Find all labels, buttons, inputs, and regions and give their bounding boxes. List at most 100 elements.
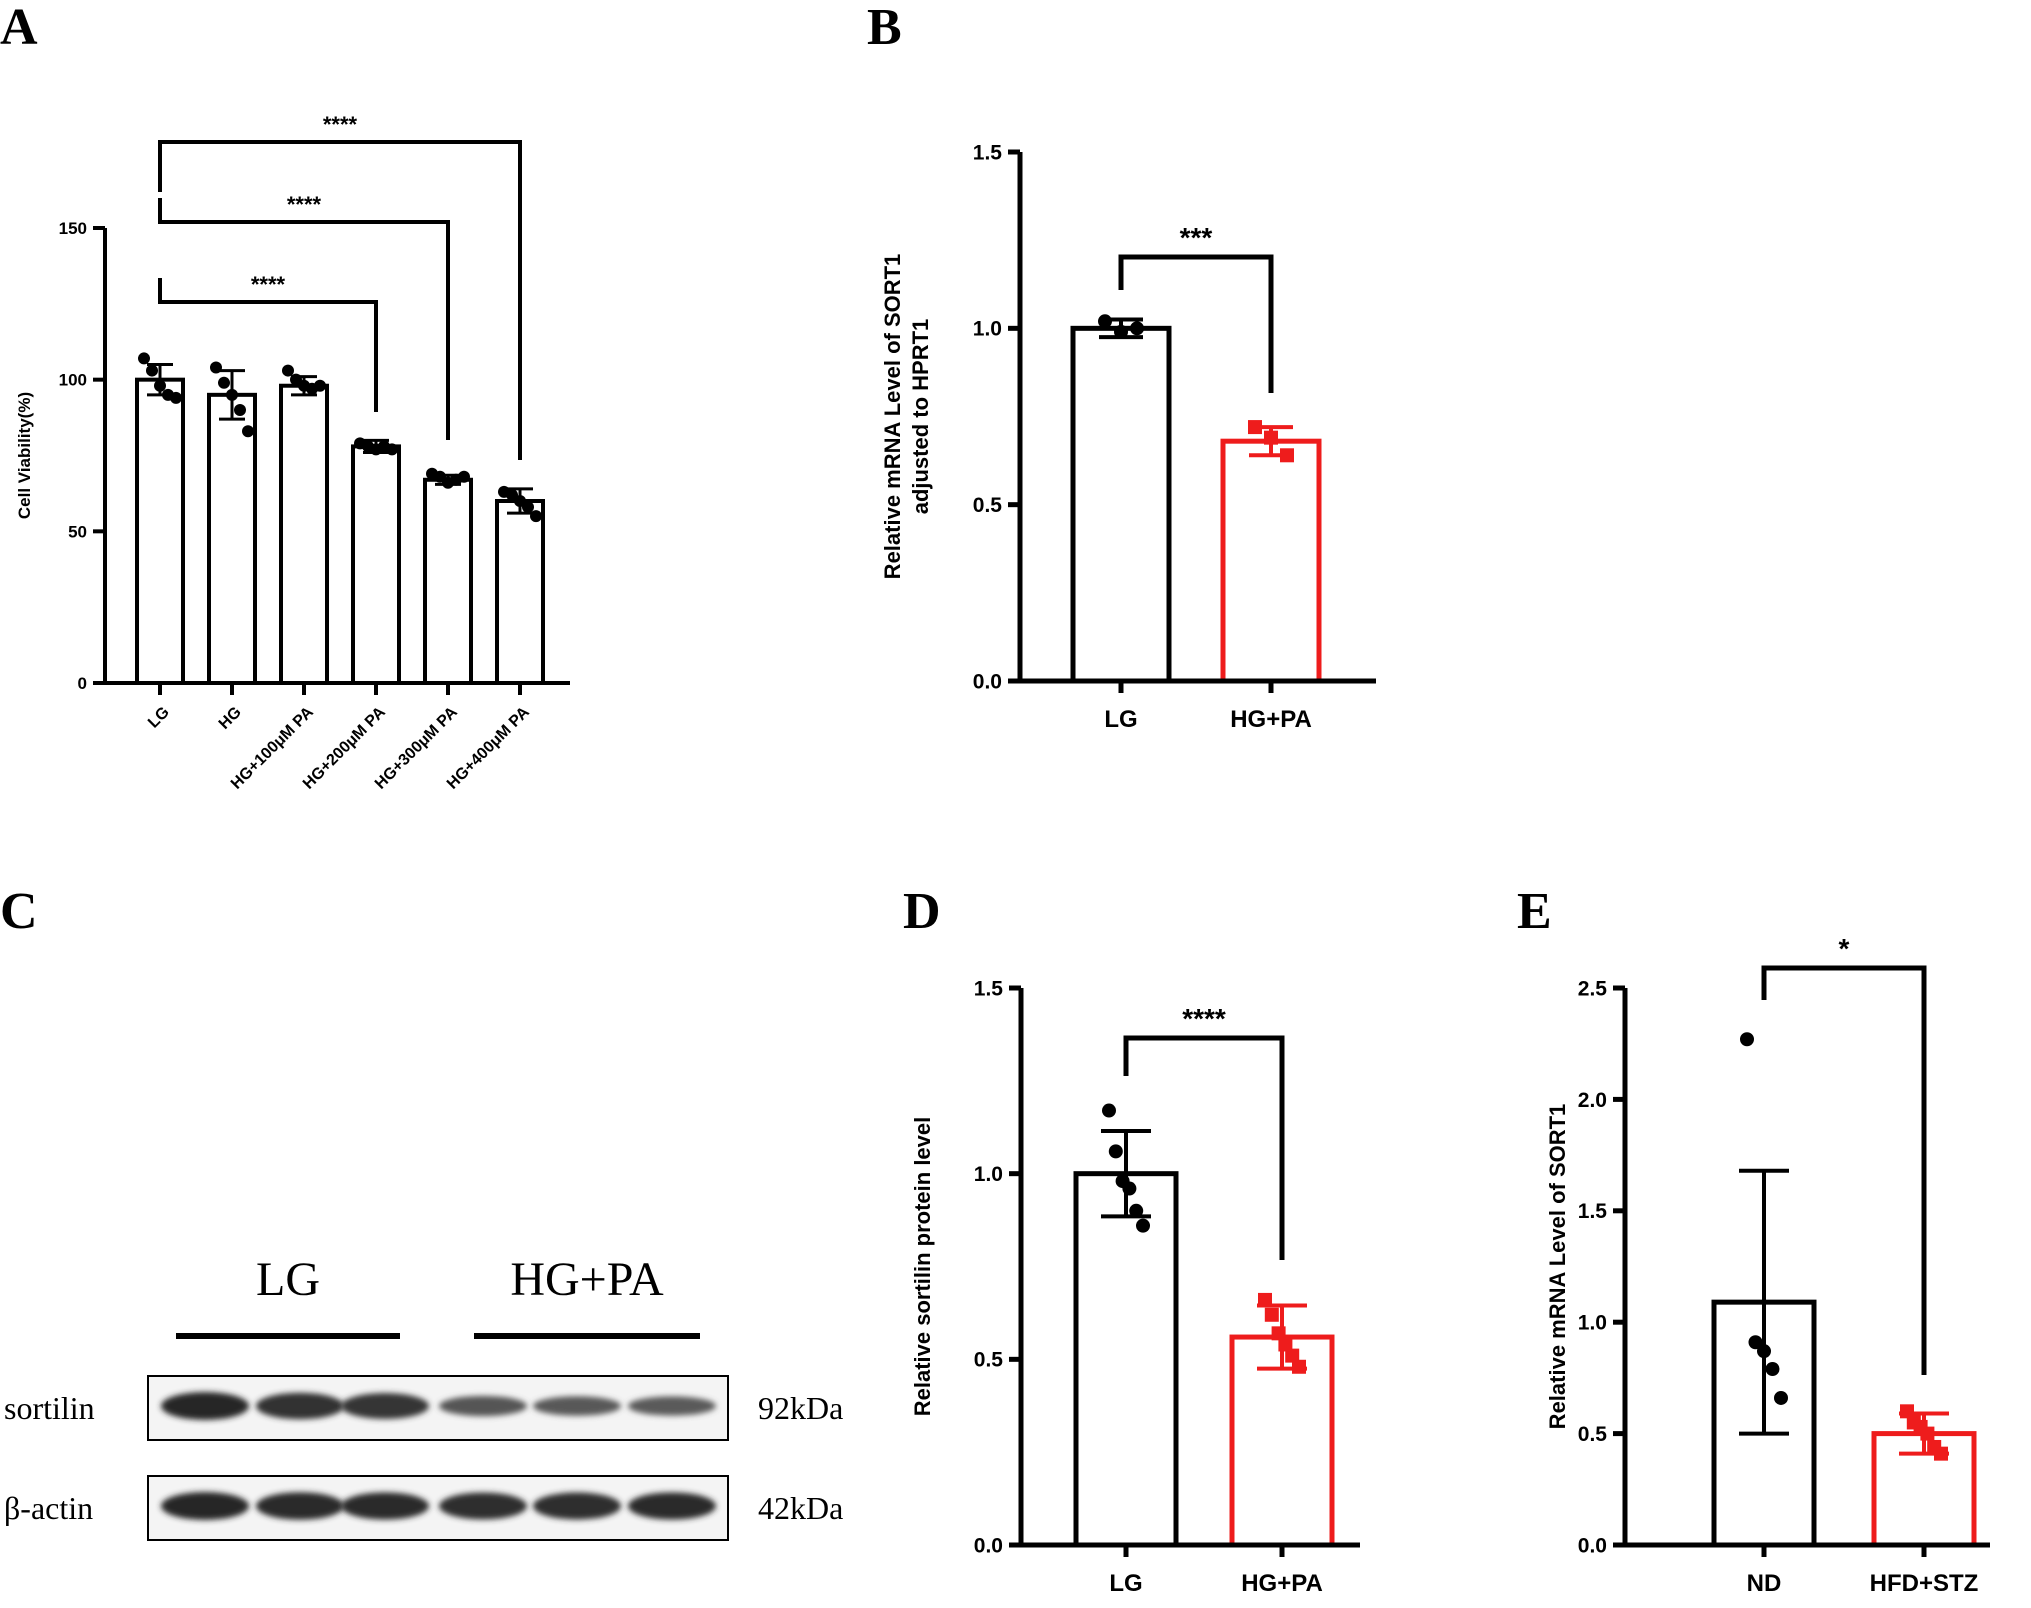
blot-band [341, 1492, 429, 1520]
chart-panel-d: 0.0 0.5 1.0 1.5 LG HG+PA Relative sortilin pro… [910, 977, 1360, 1597]
y-axis-label: Cell Viability(%) [15, 392, 34, 519]
significance-label: **** [251, 272, 286, 297]
blot-band [256, 1392, 344, 1420]
data-point [1258, 1292, 1272, 1307]
error-bar-1 [1739, 1168, 1789, 1436]
data-point [1748, 1335, 1763, 1350]
y-tick-label: 2.0 [1578, 1089, 1607, 1112]
significance-label: **** [1182, 1003, 1226, 1034]
data-point [1774, 1390, 1788, 1405]
data-point [154, 379, 166, 392]
data-point [1757, 1344, 1771, 1359]
y-tick-label: 1.5 [974, 977, 1004, 1000]
y-tick-label: 0.0 [1578, 1534, 1607, 1557]
data-point [1098, 314, 1112, 329]
data-point [218, 376, 230, 389]
data-point [138, 352, 150, 365]
data-point [1102, 1103, 1116, 1118]
panel-letter-c: C [0, 883, 38, 940]
panel-letters: A B C D E [0, 0, 1552, 940]
data-point [234, 404, 246, 416]
blot-row-label: sortilin [4, 1390, 95, 1426]
bar-6 [495, 499, 545, 685]
blot-group-label: LG [256, 1253, 320, 1306]
data-point [1280, 448, 1294, 463]
data-point [1114, 324, 1128, 339]
x-tick-label: LG [1104, 706, 1137, 733]
x-tick-label: HG+PA [1230, 706, 1312, 733]
bar-1 [1070, 325, 1172, 684]
data-point [522, 501, 534, 514]
bracket-line [1123, 1035, 1285, 1260]
data-point [1271, 1326, 1286, 1341]
data-point [386, 443, 398, 456]
blot-band [533, 1396, 621, 1416]
y-tick-label: 100 [59, 371, 87, 390]
data-point [1108, 1144, 1123, 1159]
data-point [458, 470, 470, 483]
data-point [242, 425, 254, 438]
blot-band [256, 1492, 344, 1520]
blot-band [161, 1392, 249, 1420]
y-axis-label: Relative mRNA Level of SORT1 [1545, 1104, 1570, 1430]
y-axis-label: Relative sortilin protein level [910, 1117, 935, 1417]
data-point [1900, 1404, 1914, 1419]
y-tick-label: 0.5 [973, 494, 1003, 517]
blot-band [161, 1492, 249, 1520]
data-point [1920, 1426, 1935, 1441]
y-tick-label: 0.5 [974, 1349, 1004, 1372]
significance-label: **** [287, 192, 322, 217]
blot-band [341, 1393, 429, 1419]
significance-bracket: **** [158, 112, 522, 460]
significance-label: **** [323, 112, 358, 137]
panel-letter-b: B [867, 0, 902, 56]
y-tick-label: 1.5 [1578, 1200, 1608, 1223]
significance-label: *** [1180, 222, 1213, 253]
data-point [1292, 1359, 1306, 1374]
western-blot-panel-c: LG HG+PA sortilin 92kDa β-actin 42kDa [4, 1253, 843, 1541]
y-tick-label: 1.5 [973, 141, 1003, 164]
data-point [1248, 420, 1262, 435]
data-point [226, 388, 238, 401]
significance-bracket: **** [1123, 1003, 1285, 1260]
blot-size-label: 42kDa [758, 1490, 843, 1526]
data-point [1122, 1181, 1137, 1196]
significance-bracket: *** [1118, 222, 1274, 393]
bracket-line [1118, 254, 1274, 393]
x-tick-label: HFD+STZ [1870, 1570, 1979, 1597]
bar-1 [135, 377, 185, 685]
blot-row-label: β-actin [4, 1490, 93, 1526]
y-axis-label: adjusted to HPRT1 [908, 319, 933, 515]
bar-2 [207, 392, 257, 685]
significance-bracket: **** [158, 192, 450, 440]
y-tick-label: 0.5 [1578, 1423, 1608, 1446]
bracket-line [158, 198, 450, 440]
blot-band [533, 1492, 621, 1520]
panel-letter-e: E [1517, 883, 1552, 940]
data-point [1285, 1348, 1300, 1363]
data-point [210, 361, 222, 374]
y-tick-label: 2.5 [1578, 977, 1608, 1000]
blot-group-label: HG+PA [510, 1253, 664, 1306]
data-point [1129, 1203, 1144, 1218]
x-tick-label: LG [1109, 1570, 1142, 1597]
data-point [1765, 1361, 1780, 1376]
y-axis-label: Relative mRNA Level of SORT1 [880, 254, 905, 580]
bar-3 [279, 383, 329, 685]
y-tick-label: 50 [68, 522, 87, 541]
y-tick-label: 0.0 [973, 670, 1002, 693]
x-tick-label: LG [145, 704, 173, 732]
data-point [146, 364, 158, 377]
bracket-line [1761, 965, 1927, 1375]
x-tick-label: ND [1747, 1570, 1782, 1597]
data-point [1264, 1307, 1279, 1322]
data-point [170, 391, 182, 404]
significance-bracket: * [1761, 933, 1927, 1375]
y-tick-label: 1.0 [973, 318, 1002, 341]
chart-panel-b: 0.0 0.5 1.0 1.5 LG HG+PA Relative mRNA Level o… [880, 141, 1376, 733]
chart-panel-e: 0.0 0.5 1.0 1.5 2.0 2.5 ND HFD+STZ Relative mRNA… [1545, 933, 1990, 1597]
bracket-line [158, 140, 522, 460]
significance-bracket: **** [158, 272, 378, 412]
